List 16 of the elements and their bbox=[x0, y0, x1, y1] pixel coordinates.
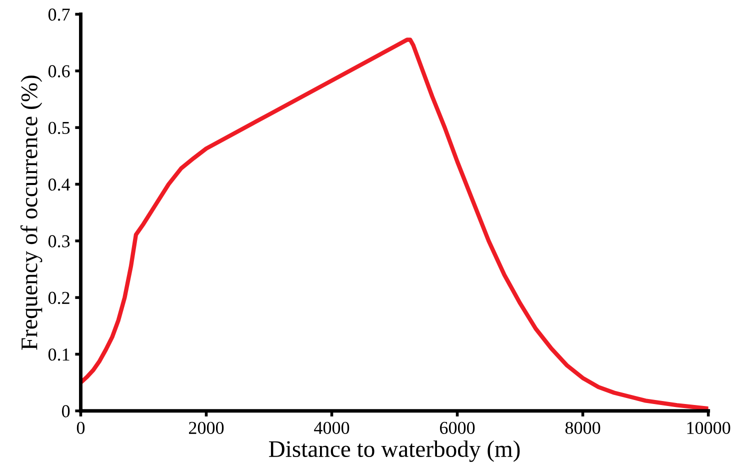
y-tick-label: 0.6 bbox=[48, 65, 70, 78]
x-tick-label: 8000 bbox=[565, 422, 600, 434]
x-tick-label: 4000 bbox=[314, 422, 350, 434]
y-tick-label: 0.5 bbox=[48, 122, 70, 134]
x-axis-title: Distance to waterbody (m) bbox=[268, 440, 520, 462]
x-tick-label: 0 bbox=[76, 422, 85, 434]
y-tick-label: 0.2 bbox=[48, 292, 70, 304]
y-tick-label: 0.4 bbox=[48, 178, 70, 191]
x-tick-label: 2000 bbox=[188, 422, 224, 434]
x-tick-label: 10000 bbox=[687, 422, 730, 434]
y-axis-title: Frequency of occurrence (%) bbox=[20, 76, 42, 350]
x-tick-label: 6000 bbox=[440, 422, 475, 434]
y-tick-label: 0 bbox=[62, 405, 70, 418]
y-tick-label: 0.1 bbox=[48, 348, 70, 361]
y-tick-label: 0.3 bbox=[48, 235, 70, 248]
y-tick-label: 0.7 bbox=[48, 8, 70, 21]
